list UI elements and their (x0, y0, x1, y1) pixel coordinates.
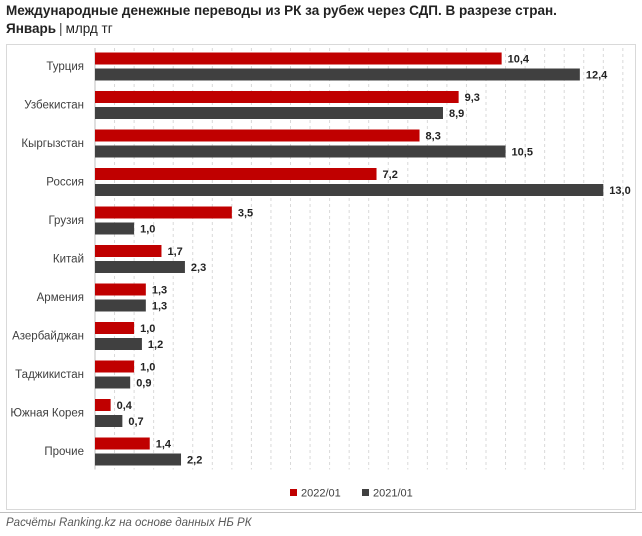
category-label: Армения (37, 292, 84, 304)
data-label: 7,2 (383, 169, 398, 181)
data-label: 13,0 (609, 185, 630, 197)
bar-2022 (95, 283, 146, 296)
bar-2021 (95, 453, 182, 466)
data-label: 1,4 (156, 439, 172, 451)
data-label: 1,3 (152, 285, 167, 297)
bar-2022 (95, 437, 150, 450)
subtitle-unit: млрд тг (65, 21, 113, 36)
chart-frame (6, 44, 636, 510)
category-label: Прочие (44, 446, 84, 458)
category-label: Таджикистан (15, 369, 84, 381)
data-label: 2,3 (191, 262, 206, 274)
bar-2021 (95, 415, 123, 427)
subtitle-separator: | (59, 21, 63, 36)
data-label: 0,4 (117, 400, 133, 412)
bar-2022 (95, 322, 135, 334)
data-label: 9,3 (465, 92, 480, 104)
source-note: Расчёты Ranking.kz на основе данных НБ Р… (6, 517, 252, 529)
category-label: Кыргызстан (21, 138, 84, 150)
bar-chart: Турция 10,4 12,4 Узбекистан 9,38,9 Кыргызстан… (10, 48, 631, 500)
bar-2021 (95, 299, 146, 312)
category-label: Россия (46, 177, 84, 189)
data-label: 8,3 (426, 131, 441, 143)
data-label: 1,7 (167, 246, 182, 258)
category-label: Южная Корея (10, 408, 84, 420)
legend-label: 2021/01 (373, 488, 413, 500)
subtitle-period: Январь (6, 21, 57, 36)
bar-2021 (95, 68, 580, 81)
data-label: 2,2 (187, 455, 202, 467)
bar-2022 (95, 360, 135, 373)
bar-2022 (95, 168, 377, 180)
data-label: 1,2 (148, 339, 163, 351)
chart-subtitle: Январь | млрд тг (6, 21, 113, 36)
category-label: Азербайджан (12, 331, 84, 343)
data-label: 8,9 (449, 108, 464, 120)
legend-swatch (362, 489, 369, 496)
data-label: 0,7 (128, 416, 143, 428)
bar-2021 (95, 338, 142, 350)
legend-label: 2022/01 (301, 488, 341, 500)
footer-divider (0, 512, 642, 513)
bar-2022 (95, 52, 502, 65)
bar-2021 (95, 261, 185, 273)
data-label: 1,3 (152, 301, 167, 313)
data-label: 12,4 (586, 70, 608, 82)
bar-2021 (95, 376, 131, 389)
category-label: Грузия (48, 215, 84, 227)
data-label: 1,0 (140, 323, 155, 335)
data-label: 10,5 (512, 147, 533, 159)
bar-2022 (95, 399, 111, 411)
category-label: Китай (53, 254, 84, 266)
bar-2021 (95, 107, 443, 119)
data-label: 0,9 (136, 378, 151, 390)
chart-title: Международные денежные переводы из РК за… (6, 3, 557, 18)
category-label: Турция (46, 61, 84, 73)
bar-2022 (95, 129, 420, 142)
data-label: 10,4 (508, 54, 530, 66)
legend-swatch (290, 489, 297, 496)
bar-2021 (95, 222, 135, 235)
data-label: 1,0 (140, 224, 155, 236)
data-label: 1,0 (140, 362, 155, 374)
bar-2021 (95, 145, 506, 158)
bar-2021 (95, 184, 604, 196)
bar-2022 (95, 245, 162, 257)
category-label: Узбекистан (24, 100, 84, 112)
data-label: 3,5 (238, 208, 253, 220)
bar-2022 (95, 206, 232, 219)
bar-2022 (95, 91, 459, 103)
